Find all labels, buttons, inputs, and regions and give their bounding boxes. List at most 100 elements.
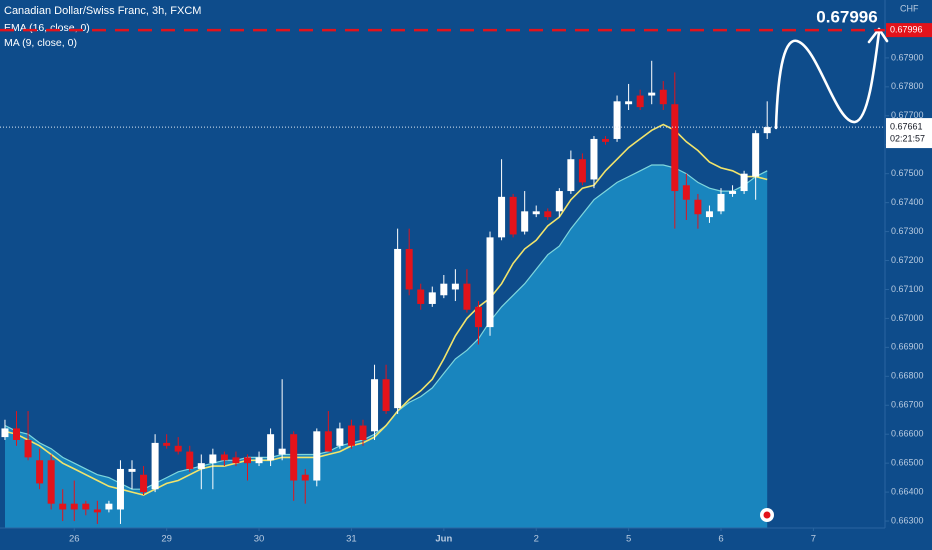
candle-body [220, 454, 228, 461]
candle-body [451, 283, 459, 290]
candle-body [428, 292, 436, 304]
candle-body [440, 283, 448, 296]
candle-body [36, 460, 44, 484]
last-price-box [886, 118, 932, 149]
candle-body [313, 431, 321, 481]
y-tick-label: 0.66500 [891, 458, 924, 468]
x-tick-label: 30 [254, 534, 265, 545]
candle-body [116, 468, 124, 510]
x-tick-label: Jun [435, 534, 452, 545]
candle-body [602, 138, 610, 142]
candle-body [694, 199, 702, 215]
y-tick-label: 0.67400 [891, 197, 924, 207]
candle-body [498, 196, 506, 238]
candle-body [509, 196, 517, 235]
candle-body [93, 509, 101, 513]
candle-body [752, 133, 760, 177]
candle-body [243, 457, 251, 464]
candle-body [532, 211, 540, 215]
candle-body [636, 95, 644, 108]
candle-body [474, 306, 482, 328]
y-tick-label: 0.66300 [891, 515, 924, 525]
candle-body [13, 428, 21, 440]
legend-entry: EMA (16, close, 0) [4, 22, 90, 34]
y-tick-label: 0.66800 [891, 371, 924, 381]
candle-body [197, 463, 205, 469]
candle-body [267, 434, 275, 461]
candle-body [324, 431, 332, 452]
candle-body [336, 428, 344, 446]
candle-body [567, 159, 575, 192]
candle-body [359, 425, 367, 440]
candle-body [105, 503, 113, 510]
indicator-area [5, 165, 768, 528]
x-tick-label: 2 [534, 534, 539, 545]
candle-body [486, 237, 494, 328]
chart-title: Canadian Dollar/Swiss Franc, 3h, FXCM [4, 5, 201, 17]
candle-body [163, 442, 171, 446]
y-tick-label: 0.67500 [891, 168, 924, 178]
x-tick-label: 5 [626, 534, 631, 545]
candle-body [405, 248, 413, 290]
candle-body [24, 440, 32, 458]
candle-body [682, 185, 690, 200]
candle-body [763, 127, 771, 134]
x-tick-label: 6 [718, 534, 723, 545]
x-tick-label: 26 [69, 534, 80, 545]
candle-body [717, 193, 725, 212]
y-tick-label: 0.67900 [891, 52, 924, 62]
candle-body [544, 211, 552, 218]
candle-body [613, 101, 621, 139]
candle-body [417, 289, 425, 304]
candle-body [371, 379, 379, 432]
candle-body [659, 89, 667, 105]
y-tick-label: 0.67700 [891, 110, 924, 120]
countdown-label: 02:21:57 [890, 133, 925, 143]
plot-area [1, 60, 771, 528]
y-tick-label: 0.66400 [891, 486, 924, 496]
candle-body [128, 468, 136, 472]
candle-body [347, 425, 355, 446]
candle-body [278, 448, 286, 455]
legend-entry: MA (9, close, 0) [4, 37, 77, 49]
candle-body [521, 211, 529, 232]
candle-body [578, 159, 586, 183]
candle-body [59, 503, 67, 510]
candle-body [290, 434, 298, 481]
candle-body [590, 138, 598, 180]
x-tick-label: 7 [811, 534, 816, 545]
candle-body [648, 92, 656, 96]
candle-body [151, 442, 159, 490]
y-tick-label: 0.66700 [891, 400, 924, 410]
candle-body [255, 457, 263, 464]
candle-body [186, 451, 194, 469]
candle-body [705, 211, 713, 218]
candle-body [232, 457, 240, 464]
candle-body [555, 191, 563, 212]
y-tick-label: 0.67300 [891, 226, 924, 236]
candle-body [70, 503, 78, 510]
candle-body [174, 445, 182, 452]
y-tick-label: 0.67100 [891, 284, 924, 294]
x-tick-label: 29 [161, 534, 172, 545]
candle-body [671, 104, 679, 192]
candle-body [463, 283, 471, 310]
candle-body [394, 248, 402, 409]
target-price-label: 0.67996 [890, 24, 923, 34]
currency-label: CHF [900, 3, 919, 13]
candle-body [729, 191, 737, 194]
candle-body [1, 428, 9, 438]
y-tick-label: 0.67800 [891, 81, 924, 91]
candle-body [140, 474, 148, 493]
last-price-label: 0.67661 [890, 121, 923, 131]
x-tick-label: 31 [346, 534, 357, 545]
candle-body [82, 503, 90, 510]
candle-body [740, 173, 748, 192]
target-annotation: 0.67996 [816, 7, 877, 26]
candle-body [625, 101, 633, 105]
candle-body [301, 474, 309, 481]
candle-body [209, 454, 217, 464]
target-price-box [886, 23, 932, 38]
